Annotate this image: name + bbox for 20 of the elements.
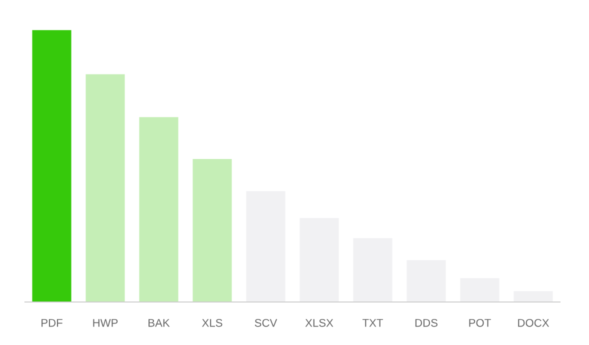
bar xyxy=(32,30,72,302)
bar xyxy=(514,291,553,302)
bar xyxy=(139,117,178,302)
x-tick-label: DDS xyxy=(415,318,438,327)
x-tick-label: TXT xyxy=(362,319,383,327)
x-tick-label: HWP xyxy=(93,319,118,327)
x-tick-label: BAK xyxy=(148,319,170,327)
x-tick-label: PDF xyxy=(42,319,62,327)
x-tick-label: XLSX xyxy=(305,318,334,327)
bar xyxy=(300,218,339,302)
bar xyxy=(192,159,232,302)
bar xyxy=(353,238,392,302)
x-tick-label: POT xyxy=(469,318,491,327)
bar xyxy=(246,191,286,302)
bar xyxy=(86,74,125,302)
x-tick-label: DOCX xyxy=(518,318,550,327)
x-tick-label: SCV xyxy=(254,318,278,327)
x-tick-label: XLS xyxy=(202,318,222,327)
bar xyxy=(406,260,446,302)
bar xyxy=(460,278,500,302)
